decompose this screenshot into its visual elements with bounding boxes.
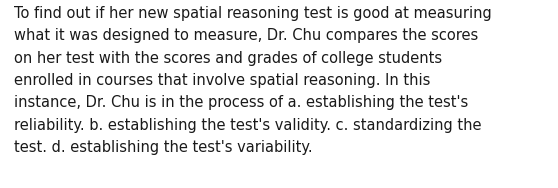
Text: To find out if her new spatial reasoning test is good at measuring
what it was d: To find out if her new spatial reasoning…: [14, 6, 492, 155]
